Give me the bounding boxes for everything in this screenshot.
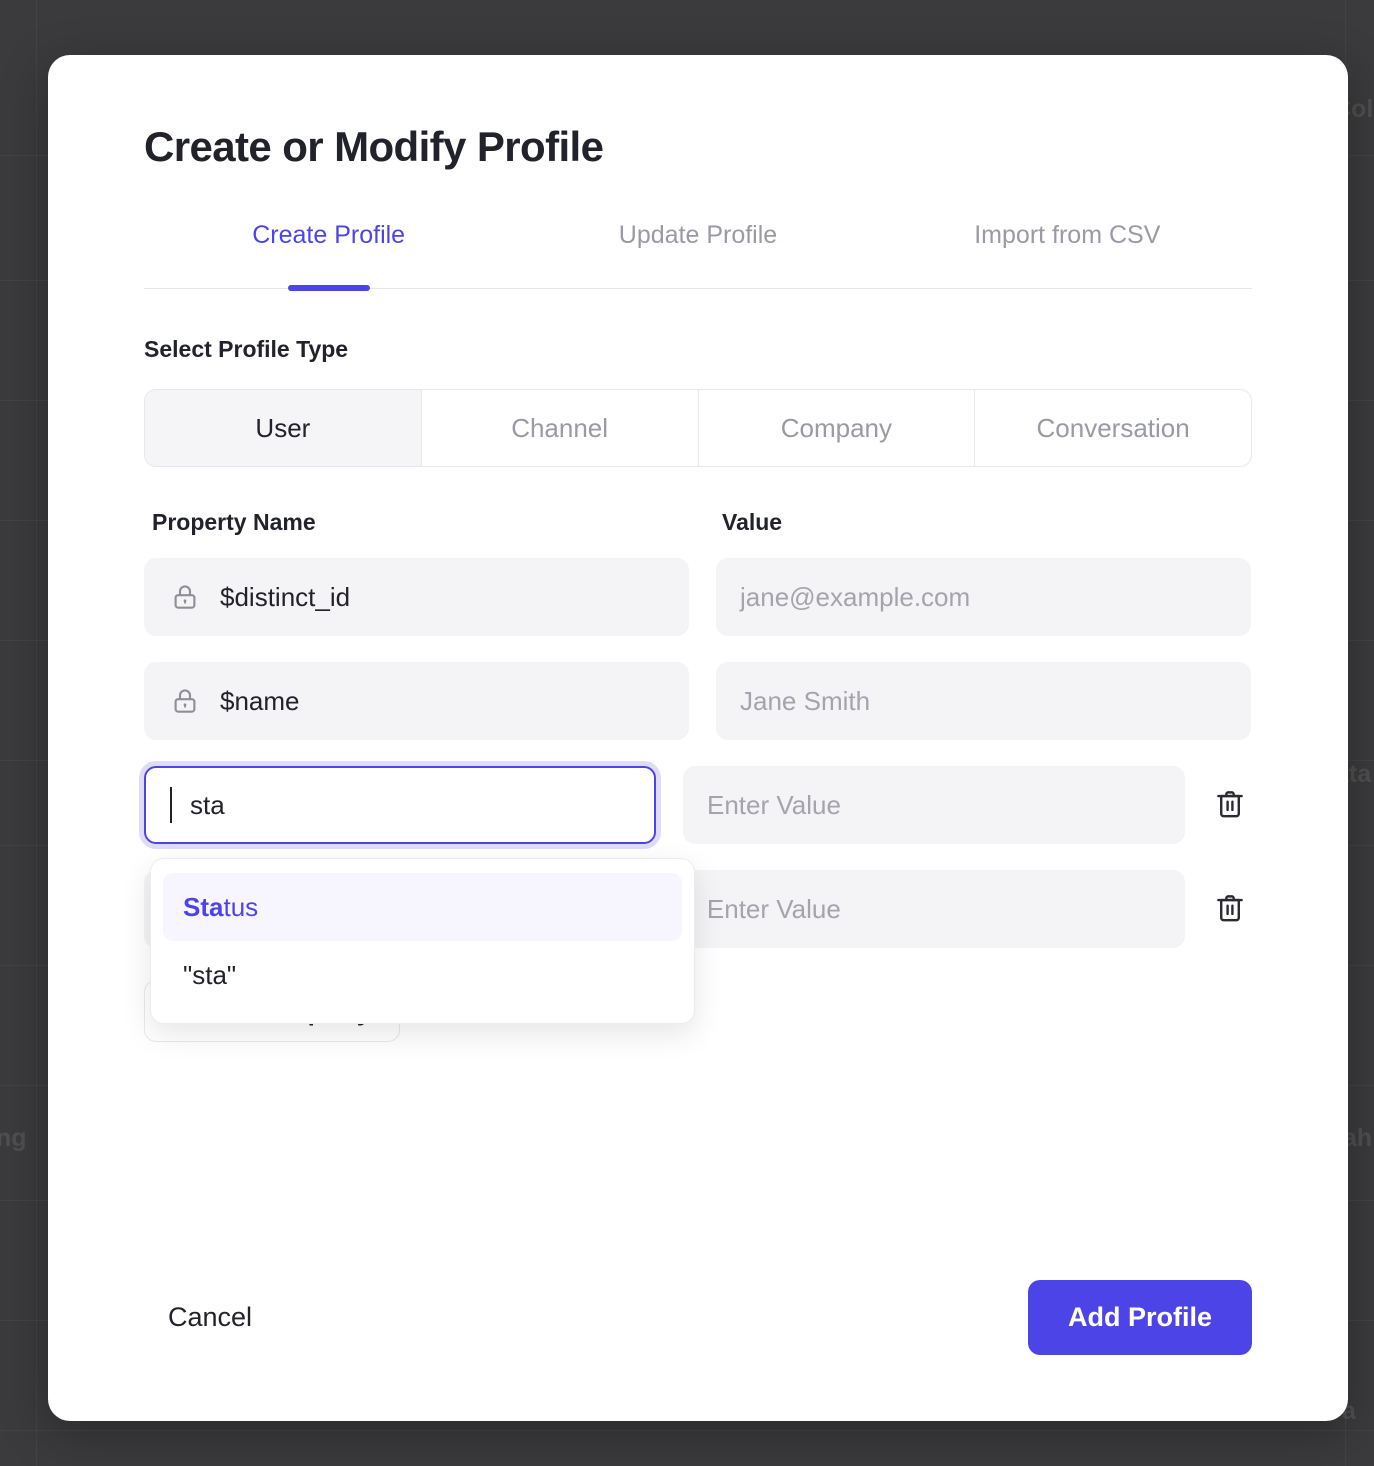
profile-type-company[interactable]: Company bbox=[698, 390, 976, 466]
value-input-row3[interactable]: Enter Value bbox=[682, 766, 1186, 844]
text-cursor bbox=[170, 787, 172, 823]
profile-type-segmented-control: User Channel Company Conversation bbox=[144, 389, 1252, 467]
property-name-input-focused[interactable]: sta bbox=[144, 766, 656, 844]
delete-row-button[interactable] bbox=[1207, 781, 1252, 829]
property-name-text: sta bbox=[190, 789, 225, 820]
property-rows: $distinct_id jane@example.com $name bbox=[144, 558, 1252, 1024]
value-placeholder: jane@example.com bbox=[740, 581, 971, 612]
create-or-modify-profile-dialog: Create or Modify Profile Create Profile … bbox=[48, 55, 1348, 1421]
tab-create-profile[interactable]: Create Profile bbox=[144, 221, 513, 288]
trash-icon bbox=[1213, 891, 1247, 928]
profile-type-channel[interactable]: Channel bbox=[421, 390, 699, 466]
property-name-field-name: $name bbox=[144, 662, 689, 740]
profile-type-conversation[interactable]: Conversation bbox=[975, 390, 1251, 466]
page-title: Create or Modify Profile bbox=[144, 123, 604, 170]
property-grid-headers: Property Name Value bbox=[144, 509, 1252, 536]
cancel-button[interactable]: Cancel bbox=[144, 1292, 278, 1343]
table-row: $distinct_id jane@example.com bbox=[144, 558, 1252, 636]
dialog-footer: Cancel Add Profile bbox=[144, 1280, 1252, 1355]
property-name-text: $name bbox=[220, 685, 300, 716]
property-name-field-distinct-id: $distinct_id bbox=[144, 558, 689, 636]
add-profile-button[interactable]: Add Profile bbox=[1027, 1280, 1252, 1355]
background-text-fragment: ng bbox=[0, 1124, 27, 1152]
property-name-autocomplete: Sta tus "sta" bbox=[150, 858, 695, 1024]
value-input-row4[interactable]: Enter Value bbox=[682, 870, 1186, 948]
profile-type-user[interactable]: User bbox=[145, 390, 422, 466]
value-placeholder: Jane Smith bbox=[740, 685, 871, 716]
lock-icon bbox=[170, 686, 200, 716]
tab-update-profile[interactable]: Update Profile bbox=[618, 221, 778, 249]
value-header: Value bbox=[722, 509, 783, 535]
trash-icon bbox=[1213, 787, 1247, 824]
property-name-text: $distinct_id bbox=[220, 581, 351, 612]
table-row: $name Jane Smith bbox=[144, 662, 1252, 740]
tab-import-from-csv[interactable]: Import from CSV bbox=[974, 221, 1161, 249]
autocomplete-option-literal[interactable]: "sta" bbox=[183, 959, 237, 990]
autocomplete-match-text: Sta bbox=[183, 891, 224, 922]
dialog-tabs: Create Profile Update Profile Import fro… bbox=[144, 221, 1252, 289]
select-profile-type-label: Select Profile Type bbox=[144, 336, 349, 362]
value-placeholder: Enter Value bbox=[706, 893, 841, 924]
delete-row-button[interactable] bbox=[1207, 885, 1252, 933]
table-row: sta Enter Value bbox=[144, 766, 1252, 844]
autocomplete-option-status[interactable]: Sta tus bbox=[163, 873, 682, 941]
lock-icon bbox=[170, 582, 200, 612]
autocomplete-rest-text: tus bbox=[223, 891, 259, 922]
value-input-distinct-id[interactable]: jane@example.com bbox=[716, 558, 1251, 636]
value-input-name[interactable]: Jane Smith bbox=[716, 662, 1251, 740]
value-placeholder: Enter Value bbox=[706, 789, 841, 820]
property-name-header: Property Name bbox=[152, 509, 316, 535]
